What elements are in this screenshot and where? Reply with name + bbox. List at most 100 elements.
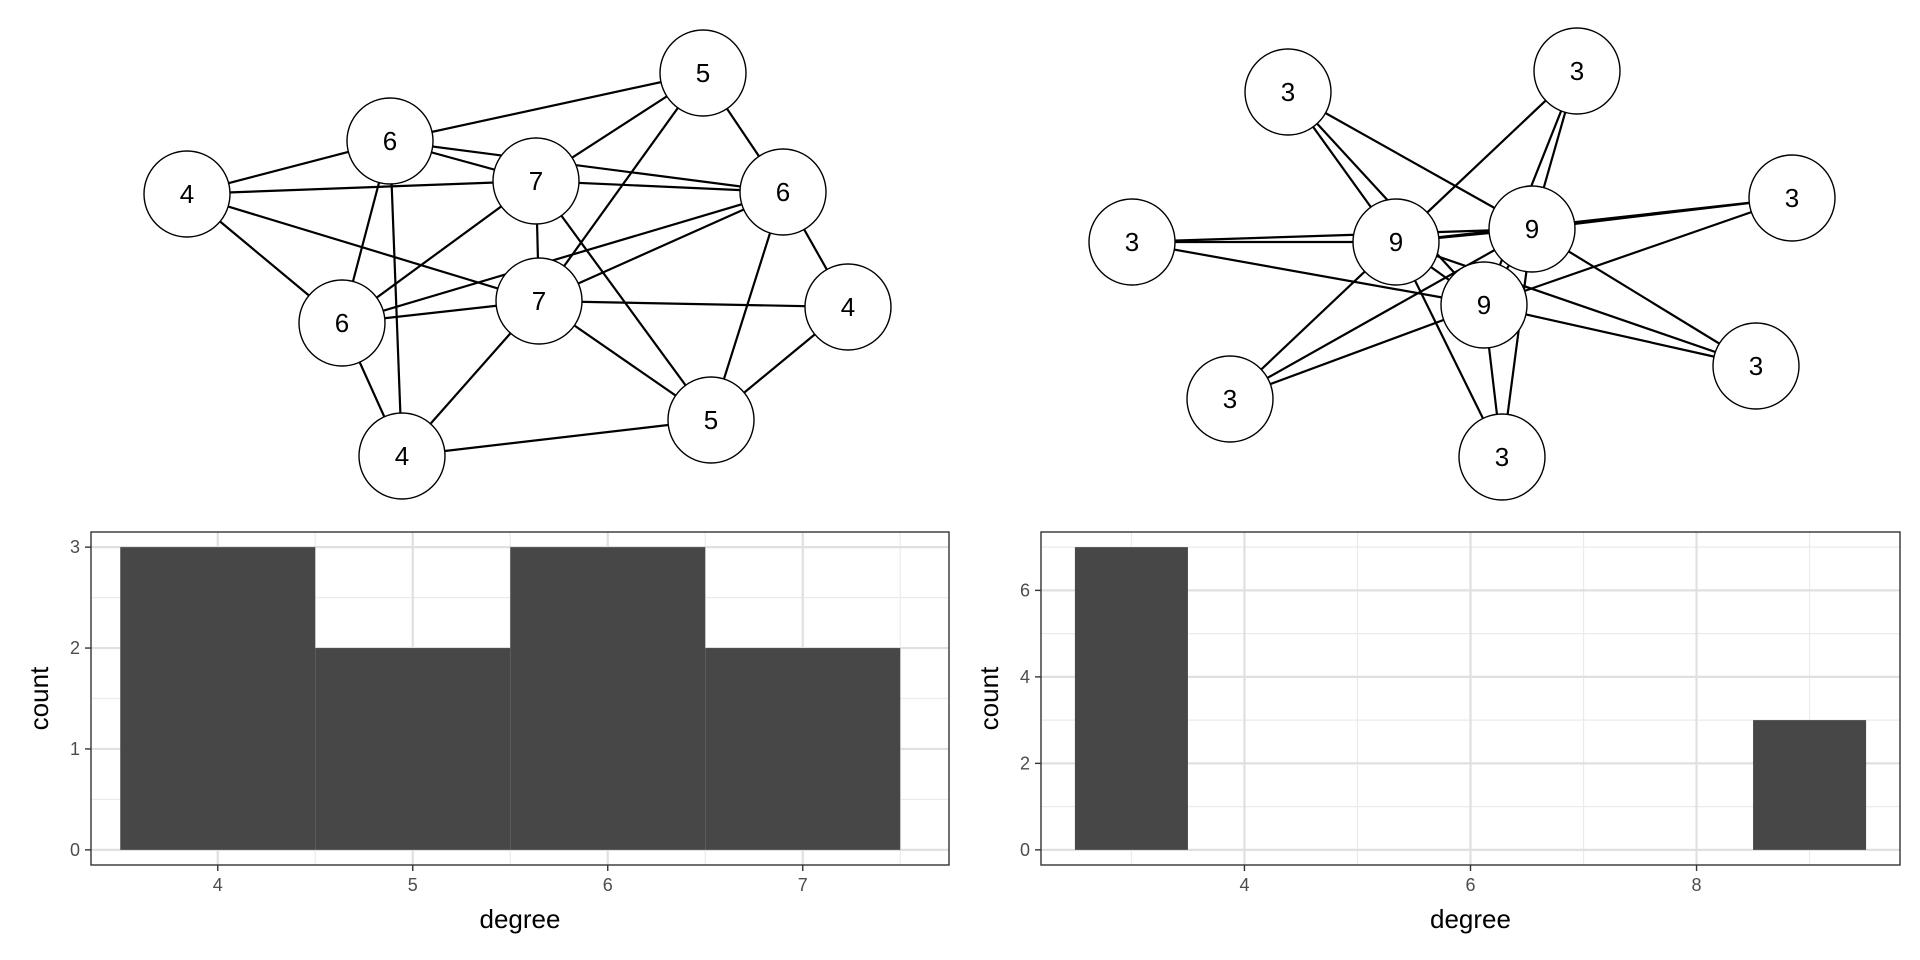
bars [1074, 547, 1867, 850]
node-circle [358, 412, 446, 500]
histogram-bar [705, 648, 901, 850]
graph-node: 7 [495, 257, 583, 345]
node-circle [1748, 154, 1836, 242]
histogram-bar [1753, 720, 1867, 850]
node-circle [667, 376, 755, 464]
node-circle [1458, 413, 1546, 501]
graph-node: 4 [804, 263, 892, 351]
node-circle [1533, 27, 1621, 115]
y-tick-label: 4 [1020, 667, 1030, 687]
nodes: 5 6 7 6 4 6 7 4 4 5 [143, 29, 892, 500]
node-label: 4 [395, 441, 409, 471]
node-label: 3 [1785, 183, 1799, 213]
node-circle [143, 150, 231, 238]
node-label: 7 [532, 286, 546, 316]
graph-node: 9 [1488, 185, 1576, 273]
node-label: 9 [1389, 227, 1403, 257]
graph-edge [1531, 228, 1757, 367]
node-circle [298, 279, 386, 367]
axes: 4 6 8 0 2 4 6 [1020, 580, 1702, 895]
node-circle [1088, 198, 1176, 286]
graph-edge [1483, 196, 1793, 307]
network-graph-right: 3 3 3 3 9 9 9 3 3 3 [1088, 27, 1836, 501]
graph-node: 3 [1458, 413, 1546, 501]
network-graph-left: 5 6 7 6 4 6 7 4 4 5 [143, 29, 892, 500]
node-circle [346, 97, 434, 185]
node-circle [1186, 355, 1274, 443]
node-circle [492, 137, 580, 225]
x-tick-label: 4 [213, 875, 223, 895]
y-axis-label: count [24, 666, 54, 730]
x-tick-label: 7 [798, 875, 808, 895]
node-label: 6 [383, 126, 397, 156]
node-circle [1244, 48, 1332, 136]
x-tick-label: 5 [408, 875, 418, 895]
graph-edge [1229, 228, 1533, 400]
node-label: 6 [776, 177, 790, 207]
y-tick-label: 0 [70, 840, 80, 860]
graph-node: 3 [1748, 154, 1836, 242]
node-label: 4 [180, 179, 194, 209]
graph-edge [1287, 91, 1485, 306]
y-tick-label: 2 [1020, 753, 1030, 773]
graph-edge [535, 180, 712, 421]
node-label: 3 [1495, 442, 1509, 472]
graph-node: 6 [346, 97, 434, 185]
node-circle [1352, 198, 1440, 286]
y-tick-label: 3 [70, 537, 80, 557]
x-tick-label: 6 [603, 875, 613, 895]
graph-node: 4 [143, 150, 231, 238]
node-label: 5 [704, 405, 718, 435]
graph-edge [186, 179, 537, 196]
graph-edge [186, 192, 540, 303]
node-label: 3 [1223, 384, 1237, 414]
graph-edge [1131, 227, 1533, 244]
node-label: 9 [1477, 290, 1491, 320]
y-tick-label: 2 [70, 638, 80, 658]
graph-node: 6 [739, 148, 827, 236]
y-tick-label: 0 [1020, 840, 1030, 860]
bars [120, 547, 901, 850]
node-circle [739, 148, 827, 236]
graph-edge [1483, 303, 1757, 368]
graph-edge [538, 190, 784, 303]
graph-node: 5 [659, 29, 747, 117]
panel-border [90, 531, 950, 866]
node-label: 3 [1281, 77, 1295, 107]
y-tick-label: 1 [70, 739, 80, 759]
node-label: 9 [1525, 214, 1539, 244]
graph-edge [1131, 240, 1485, 307]
x-tick-label: 8 [1692, 875, 1702, 895]
node-label: 6 [335, 308, 349, 338]
graph-node: 3 [1244, 48, 1332, 136]
node-circle [659, 29, 747, 117]
graph-edge [388, 140, 404, 457]
histogram-bar [315, 648, 511, 850]
axes: 4 5 6 7 0 1 2 3 [70, 537, 808, 895]
x-tick-label: 4 [1239, 875, 1249, 895]
histogram-bar [120, 547, 316, 850]
graph-edge [1395, 240, 1757, 368]
graph-node: 4 [358, 412, 446, 500]
node-label: 3 [1125, 227, 1139, 257]
graph-edge [538, 72, 704, 302]
node-label: 5 [696, 58, 710, 88]
histogram-bar [510, 547, 706, 850]
graph-edge [1229, 303, 1485, 401]
node-circle [1440, 261, 1528, 349]
graph-node: 6 [298, 279, 386, 367]
graph-node: 3 [1186, 355, 1274, 443]
graph-edge [1287, 91, 1533, 230]
x-tick-label: 6 [1465, 875, 1475, 895]
graph-node: 3 [1712, 322, 1800, 410]
node-circle [1488, 185, 1576, 273]
graph-edge [341, 190, 784, 325]
nodes: 3 3 3 3 9 9 9 3 3 3 [1088, 27, 1836, 501]
graph-edge [389, 71, 704, 143]
node-circle [495, 257, 583, 345]
node-circle [1712, 322, 1800, 410]
graph-edge [401, 418, 712, 458]
graph-edge [538, 299, 849, 309]
x-axis-label: degree [480, 904, 561, 934]
